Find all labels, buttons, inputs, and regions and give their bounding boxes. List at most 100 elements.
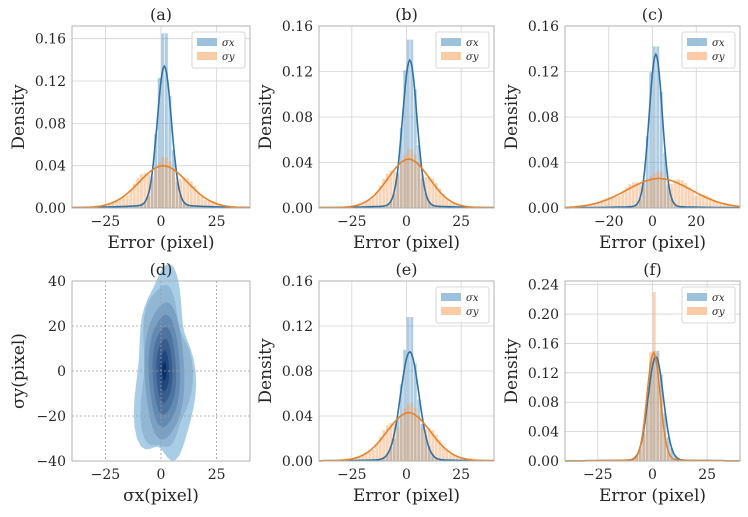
hist-bar xyxy=(666,183,670,208)
y-tick-label: 0.04 xyxy=(282,409,313,425)
hist-bar xyxy=(673,455,677,461)
hist-bar xyxy=(150,176,154,208)
x-tick-label: −20 xyxy=(594,214,624,230)
hist-bar xyxy=(357,455,361,461)
hist-bar xyxy=(182,177,186,208)
histogram-sigma-y xyxy=(326,402,491,461)
legend: σx σy xyxy=(681,31,736,69)
legend-swatch-sigma-x xyxy=(441,293,461,301)
hist-bar xyxy=(403,154,407,208)
hist-bar xyxy=(593,203,597,208)
x-tick-label: −25 xyxy=(337,467,367,483)
x-tick-label: 25 xyxy=(452,214,470,230)
hist-bar xyxy=(357,203,361,208)
hist-bar xyxy=(438,439,442,461)
hist-bar xyxy=(354,457,358,461)
hist-bar xyxy=(122,197,126,208)
hist-bar xyxy=(596,202,600,208)
hist-bar xyxy=(656,46,660,208)
hist-bar xyxy=(434,434,438,461)
hist-bar xyxy=(666,452,670,461)
hist-bar xyxy=(378,185,382,208)
y-tick-labels: 0.00 0.04 0.08 0.12 0.16 xyxy=(282,274,313,470)
legend-swatch-sigma-x xyxy=(687,293,707,301)
hist-bar xyxy=(382,457,386,461)
hist-bar xyxy=(670,198,674,208)
subplot-e: σx σy −25 0 25 0.00 0.04 0.08 0.12 0.16 (e) Error (… xyxy=(256,260,495,506)
hist-bar xyxy=(200,196,204,208)
y-tick-label: 0.16 xyxy=(528,336,559,352)
y-tick-label: 0.04 xyxy=(282,156,313,172)
hist-bar xyxy=(154,133,158,208)
legend: σx σy xyxy=(191,31,246,69)
hist-bar xyxy=(399,417,403,461)
hist-bar xyxy=(712,199,716,208)
hist-bar xyxy=(649,361,653,461)
hist-bar xyxy=(382,430,386,461)
x-tick-label: −25 xyxy=(91,467,121,483)
hist-bar xyxy=(399,384,403,461)
hist-bar xyxy=(218,203,222,208)
hist-bar xyxy=(431,204,435,208)
hist-bar xyxy=(600,200,604,208)
hist-bar xyxy=(139,204,143,208)
hist-bar xyxy=(645,181,649,208)
hist-bar xyxy=(143,172,147,208)
hist-bar xyxy=(677,179,681,208)
hist-bar xyxy=(396,174,400,208)
hist-bar xyxy=(115,199,118,208)
hist-bar xyxy=(406,404,410,461)
hist-bar xyxy=(673,204,677,208)
hist-bar xyxy=(427,428,431,461)
x-tick-labels: −25 0 25 xyxy=(91,214,226,230)
hist-bar xyxy=(726,204,730,208)
hist-bar xyxy=(441,194,445,208)
hist-bar xyxy=(136,205,140,208)
y-axis-label: σy(pixel) xyxy=(9,333,29,409)
y-tick-labels: 0.00 0.04 0.08 0.12 0.16 xyxy=(35,32,66,217)
hist-bar xyxy=(642,180,646,208)
legend: σx σy xyxy=(681,286,736,324)
hist-bar xyxy=(193,186,197,208)
hist-bar xyxy=(214,202,218,208)
hist-bar xyxy=(635,204,639,208)
hist-bar xyxy=(645,400,649,461)
x-axis-label: Error (pixel) xyxy=(107,233,214,253)
subplot-title: (d) xyxy=(150,260,173,279)
hist-bar xyxy=(143,201,147,208)
hist-bar xyxy=(424,435,428,461)
hist-bar xyxy=(392,438,396,461)
hist-bar xyxy=(403,408,407,461)
hist-bar xyxy=(157,161,161,208)
hist-bar xyxy=(375,192,379,208)
hist-bar xyxy=(168,95,172,208)
hist-bar xyxy=(413,363,417,461)
hist-bar xyxy=(652,46,656,208)
hist-bar xyxy=(649,351,653,461)
y-tick-labels: −40 −20 0 20 40 xyxy=(36,274,66,470)
hist-bar xyxy=(638,199,642,208)
hist-bar xyxy=(659,91,663,208)
subplot-d: −25 0 25 −40 −20 0 20 40 (d) σx(pixel) σy(pixel) xyxy=(9,260,251,506)
hist-bar xyxy=(645,395,649,461)
hist-bar xyxy=(107,203,111,208)
hist-bar xyxy=(434,183,438,208)
hist-bar xyxy=(610,196,614,208)
subplot-title: (f) xyxy=(643,260,661,279)
hist-bar xyxy=(361,202,365,208)
legend-label-sigma-x: σx xyxy=(466,293,479,304)
hist-bar xyxy=(455,203,459,208)
x-tick-labels: −25 0 25 xyxy=(91,467,226,483)
hist-bar xyxy=(136,178,140,208)
hist-bar xyxy=(368,451,372,461)
legend-swatch-sigma-x xyxy=(441,38,461,46)
y-tick-label: 40 xyxy=(48,274,66,290)
kde-line-sigma-x xyxy=(72,64,250,209)
hist-bar xyxy=(431,178,435,208)
hist-bar xyxy=(413,89,417,208)
y-tick-label: −40 xyxy=(36,454,66,470)
subplot-b: σx σy −25 0 25 0.00 0.04 0.08 0.12 0.16 (b) Error (… xyxy=(256,5,495,253)
x-tick-labels: −20 0 20 xyxy=(594,214,705,230)
hist-bar xyxy=(673,180,677,208)
hist-bar xyxy=(403,70,407,208)
